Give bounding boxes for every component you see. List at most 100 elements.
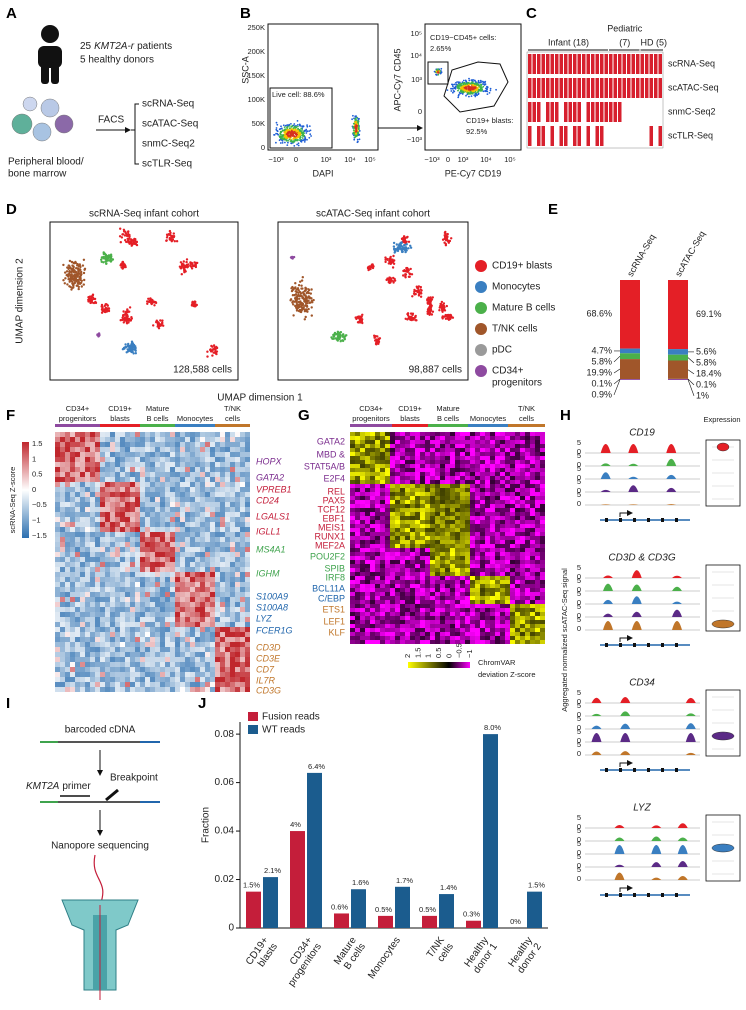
heatmap-cell (120, 462, 125, 467)
heatmap-cell (60, 612, 65, 617)
heatmap-cell (180, 597, 185, 602)
group-label: Pediatric (607, 23, 643, 33)
colorbar-tick-label: 0.5 (32, 470, 42, 479)
heatmap-cell (55, 617, 60, 622)
heatmap-cell (465, 444, 470, 448)
cell-dot (69, 260, 71, 262)
heatmap-cell (180, 592, 185, 597)
heatmap-cell (55, 517, 60, 522)
heatmap-cell (465, 460, 470, 464)
heatmap-cell (170, 607, 175, 612)
heatmap-cell (165, 447, 170, 452)
heatmap-cell (455, 452, 460, 456)
heatmap-cell (190, 612, 195, 617)
heatmap-cell (145, 577, 150, 582)
event-dot (472, 82, 474, 84)
heatmap-cell (155, 482, 160, 487)
heatmap-cell (205, 672, 210, 677)
event-dot (355, 133, 357, 135)
heatmap-cell (190, 497, 195, 502)
heatmap-cell (185, 522, 190, 527)
heatmap-cell (75, 497, 80, 502)
heatmap-cell (80, 637, 85, 642)
heatmap-cell (185, 537, 190, 542)
heatmap-cell (210, 597, 215, 602)
heatmap-cell (140, 617, 145, 622)
heatmap-cell (125, 667, 130, 672)
heatmap-cell (235, 567, 240, 572)
heatmap-cell (220, 432, 225, 437)
heatmap-cell (75, 467, 80, 472)
heatmap-cell (240, 592, 245, 597)
heatmap-cell (355, 460, 360, 464)
heatmap-cell (175, 457, 180, 462)
cell-dot (311, 314, 313, 316)
heatmap-cell (370, 464, 375, 468)
cell-dot (403, 270, 405, 272)
heatmap-cell (170, 602, 175, 607)
cell-dot (389, 282, 391, 284)
heatmap-cell (385, 468, 390, 472)
heatmap-cell (55, 512, 60, 517)
cell-dot (130, 344, 132, 346)
heatmap-cell (235, 462, 240, 467)
heatmap-cell (130, 517, 135, 522)
heatmap-cell (420, 436, 425, 440)
heatmap-cell (195, 437, 200, 442)
heatmap-cell (165, 457, 170, 462)
sample-cell (636, 54, 640, 74)
heatmap-cell (55, 602, 60, 607)
heatmap-cell (240, 622, 245, 627)
cell-dot (392, 266, 394, 268)
cell-dot (344, 338, 346, 340)
heatmap-cell (210, 607, 215, 612)
cell-dot (122, 233, 124, 235)
heatmap-cell (195, 637, 200, 642)
heatmap-cell (60, 567, 65, 572)
heatmap-cell (225, 567, 230, 572)
heatmap-cell (135, 622, 140, 627)
heatmap-cell (205, 517, 210, 522)
cell-dot (124, 343, 126, 345)
cell-dot (102, 261, 104, 263)
heatmap-cell (115, 532, 120, 537)
heatmap-cell (150, 682, 155, 687)
heatmap-cell (130, 467, 135, 472)
heatmap-cell (130, 667, 135, 672)
leader-line (614, 369, 620, 373)
heatmap-cell (200, 677, 205, 682)
cell-dot (301, 304, 303, 306)
heatmap-cell (75, 557, 80, 562)
heatmap-cell (450, 468, 455, 472)
heatmap-cell (430, 444, 435, 448)
cell-dot (420, 296, 422, 298)
heatmap-cell (505, 456, 510, 460)
event-dot (357, 120, 359, 122)
event-dot (468, 78, 470, 80)
heatmap-cell (90, 597, 95, 602)
heatmap-cell (145, 562, 150, 567)
heatmap-cell (160, 602, 165, 607)
cell-dot (448, 316, 450, 318)
heatmap-cell (105, 492, 110, 497)
heatmap-cell (160, 617, 165, 622)
cell-dot (420, 286, 422, 288)
heatmap-cell (125, 507, 130, 512)
heatmap-cell (80, 477, 85, 482)
heatmap-cell (465, 436, 470, 440)
group-label: T/NK (518, 404, 535, 413)
event-dot (456, 81, 458, 83)
heatmap-cell (200, 562, 205, 567)
heatmap-cell (105, 652, 110, 657)
heatmap-cell (375, 456, 380, 460)
heatmap-cell (80, 487, 85, 492)
heatmap-cell (205, 642, 210, 647)
heatmap-cell (125, 572, 130, 577)
panel-letter: H (560, 407, 571, 424)
heatmap-cell (235, 522, 240, 527)
cell-dot (442, 239, 444, 241)
heatmap-cell (200, 577, 205, 582)
cell-dot (181, 265, 183, 267)
heatmap-cell (200, 452, 205, 457)
heatmap-cell (165, 612, 170, 617)
